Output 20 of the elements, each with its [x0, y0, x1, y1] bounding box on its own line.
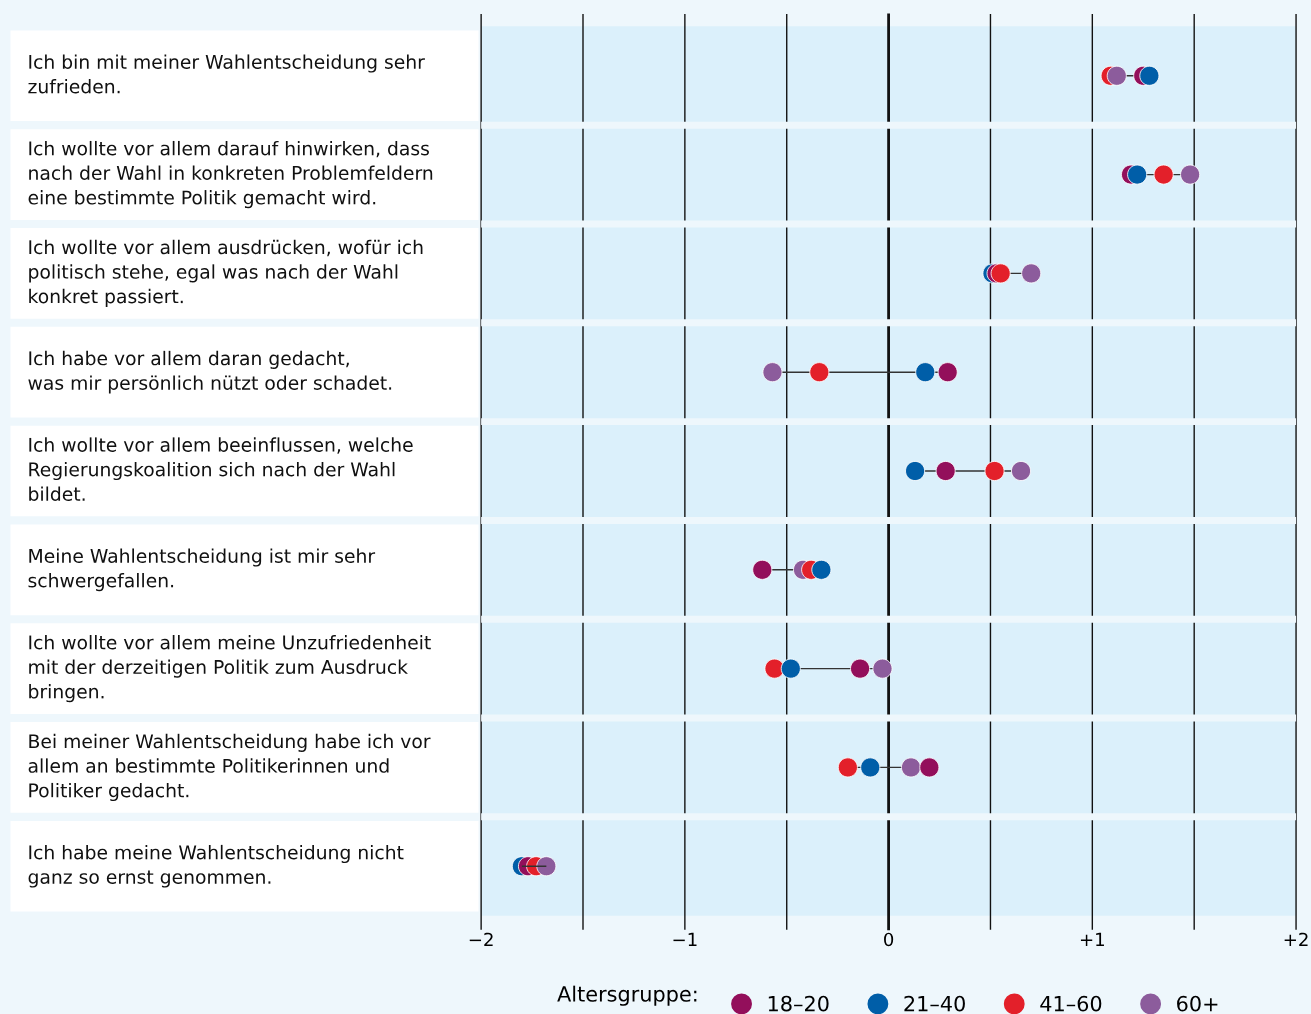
- y-tick-label: Bei meiner Wahlentscheidung habe ich vor allem an bestimmte Politikerinnen und Politiker gedacht.: [28, 733, 431, 802]
- legend-label: 60+: [1177, 995, 1218, 1012]
- y-tick-label: Ich wollte vor allem beeinflussen, welche Regierungskoalition sich nach der Wahl bildet.: [29, 437, 413, 501]
- legend-label: 21–40: [904, 995, 965, 1012]
- x-tick-label: +1: [1080, 932, 1104, 947]
- y-tick-label: Ich habe meine Wahlentscheidung nicht ganz so ernst genommen.: [28, 844, 404, 888]
- point: [872, 658, 893, 679]
- y-tick-label: Ich bin mit meiner Wahlentscheidung sehr zufrieden.: [28, 54, 425, 94]
- x-tick-label: 0: [884, 932, 894, 947]
- y-tick-label: Meine Wahlentscheidung ist mir sehr schwergefallen.: [28, 548, 376, 592]
- y-tick-label: Ich habe vor allem daran gedacht, was mir persönlich nützt oder schadet.: [28, 350, 392, 394]
- x-tick-label: −2: [469, 932, 493, 947]
- legend-title: Altersgruppe:: [557, 985, 697, 1006]
- legend-label: 18–20: [768, 995, 829, 1012]
- y-tick-label: Ich wollte vor allem ausdrücken, wofür ich politisch stehe, egal was nach der Wahl konkret passiert.: [29, 239, 423, 308]
- y-tick-label: Ich wollte vor allem darauf hinwirken, dass nach der Wahl in konkreten Problemfeldern eine bestimmte Politik gemacht wird.: [28, 140, 433, 209]
- x-tick-label: −1: [673, 932, 697, 947]
- x-tick-label: +2: [1284, 932, 1308, 947]
- y-tick-label: Ich wollte vor allem meine Unzufriedenheit mit der derzeitigen Politik zum Ausdruck bringen.: [29, 634, 431, 703]
- legend-label: 41–60: [1040, 995, 1102, 1012]
